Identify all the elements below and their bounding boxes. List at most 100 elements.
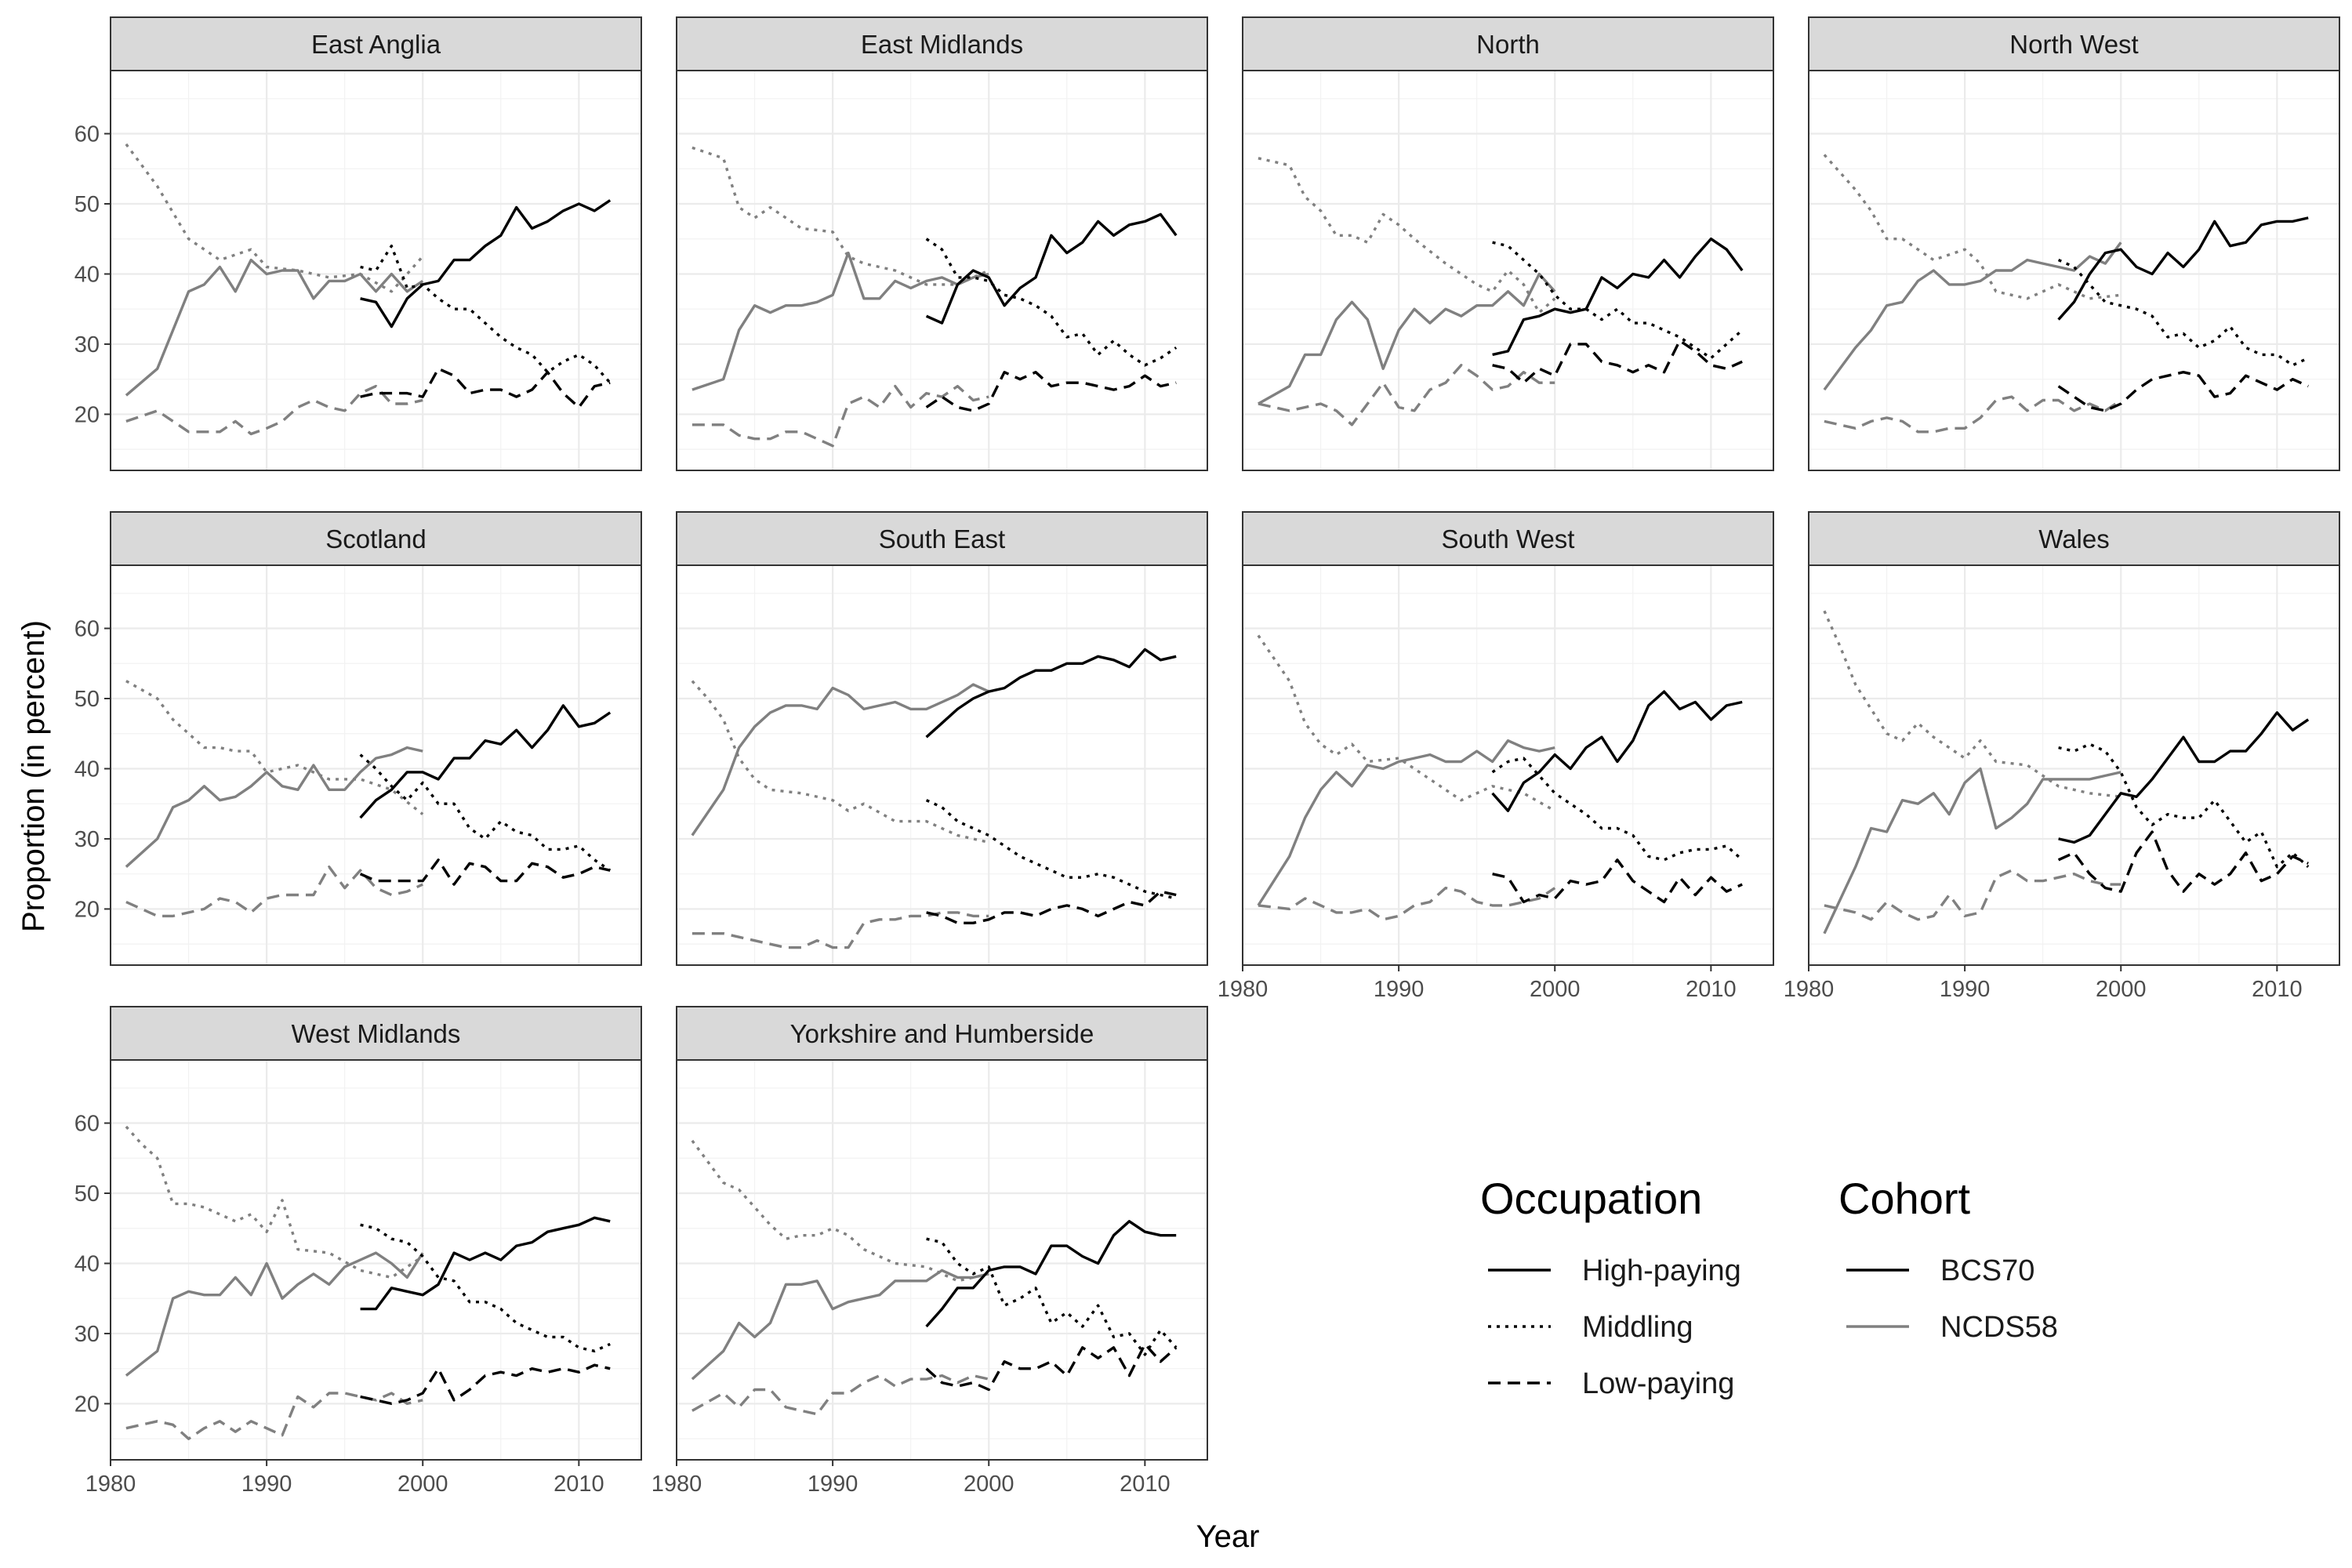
panel-background: [111, 1060, 641, 1460]
y-tick-label: 30: [74, 827, 100, 852]
y-tick-label: 30: [74, 1322, 100, 1347]
panel-yorkshire-and-humberside: Yorkshire and Humberside 1980 1990 2000 2010: [652, 1006, 1208, 1497]
series-line-ncds58-low-paying: [1824, 395, 2122, 434]
y-tick-label: 40: [74, 262, 100, 287]
panel-border: [1808, 564, 2340, 966]
facet-title-yorkshire-and-humberside: Yorkshire and Humberside: [790, 1019, 1094, 1048]
facet-title-north-west: North West: [2009, 30, 2138, 59]
facet-title-west-midlands: West Midlands: [292, 1019, 461, 1048]
series-line-bcs70-high-paying: [360, 1216, 611, 1311]
panel-east-midlands: East Midlands: [675, 16, 1208, 471]
facet-title-east-anglia: East Anglia: [311, 30, 441, 59]
series-line-bcs70-middling: [926, 1237, 1178, 1356]
series-line-bcs70-low-paying: [359, 858, 611, 886]
series-line-bcs70-high-paying: [925, 212, 1178, 325]
series-line-bcs70-high-paying: [1491, 690, 1743, 812]
panel-border: [110, 70, 642, 471]
y-tick-label: 20: [74, 402, 100, 427]
x-tick-label: 1980: [85, 1472, 136, 1497]
facet-strip-north-west: [1808, 16, 2340, 71]
panel-border: [110, 564, 642, 966]
facet-title-south-east: South East: [879, 524, 1005, 554]
x-tick-label: 2010: [2252, 977, 2303, 1002]
panel-background: [677, 565, 1207, 965]
series-line-bcs70-low-paying: [926, 890, 1177, 925]
series-line-ncds58-high-paying: [1823, 241, 2122, 391]
series-line-ncds58-high-paying: [125, 258, 424, 397]
legend-group-cohort: Cohort BCS70 NCDS58: [1838, 1174, 2058, 1344]
series-line-ncds58-middling: [125, 143, 424, 293]
series-line-bcs70-high-paying: [925, 648, 1177, 739]
series-line-ncds58-middling: [1823, 154, 2122, 300]
panel-background: [111, 71, 641, 470]
x-tick-label: 2000: [2096, 977, 2147, 1002]
series-line-bcs70-middling: [1491, 757, 1744, 862]
series-line-ncds58-middling: [1823, 610, 2122, 798]
x-tick-label: 2000: [397, 1472, 448, 1497]
x-tick-label: 1980: [652, 1472, 702, 1497]
x-axis-title: Year: [1196, 1519, 1260, 1554]
y-tick-label: 60: [74, 617, 100, 642]
series-line-bcs70-middling: [2058, 742, 2310, 869]
facet-title-scotland: Scotland: [325, 524, 426, 554]
series-line-bcs70-low-paying: [360, 1363, 611, 1406]
panel-border: [1242, 564, 1774, 966]
x-tick-label: 1980: [1218, 977, 1269, 1002]
panel-border: [110, 1059, 642, 1461]
panel-border: [676, 70, 1208, 471]
panel-south-east: South East: [675, 511, 1208, 966]
x-tick-label: 1990: [1374, 977, 1425, 1002]
series-line-ncds58-low-paying: [1824, 869, 2122, 921]
series-line-bcs70-low-paying: [2057, 830, 2309, 893]
legend-title-cohort: Cohort: [1838, 1174, 1971, 1223]
legend-label-high-paying: High-paying: [1582, 1254, 1741, 1287]
facet-strip-west-midlands: [110, 1006, 642, 1061]
panel-wales: Wales 1980 1990 2000 2010: [1784, 511, 2340, 1002]
series-line-ncds58-low-paying: [691, 384, 989, 448]
series-line-ncds58-high-paying: [691, 1269, 989, 1381]
y-axis-title: Proportion (in percent): [16, 620, 51, 932]
series-line-ncds58-middling: [1257, 634, 1556, 812]
y-tick-label: 50: [74, 687, 100, 712]
series-line-ncds58-low-paying: [691, 911, 989, 949]
series-line-ncds58-low-paying: [125, 865, 423, 918]
facet-strip-scotland: [110, 511, 642, 566]
y-tick-label: 60: [74, 122, 100, 147]
y-tick-label: 20: [74, 897, 100, 922]
x-tick-label: 2000: [964, 1472, 1014, 1497]
panel-background: [1243, 71, 1773, 470]
series-line-ncds58-low-paying: [1258, 886, 1556, 921]
legend-title-occupation: Occupation: [1480, 1174, 1702, 1223]
y-tick-label: 50: [74, 1181, 100, 1207]
x-tick-label: 2010: [1120, 1472, 1171, 1497]
series-line-bcs70-low-paying: [1492, 858, 1743, 904]
x-tick-label: 1990: [1940, 977, 1991, 1002]
x-tick-label: 2010: [554, 1472, 604, 1497]
series-line-ncds58-middling: [691, 680, 989, 844]
y-tick-label: 40: [74, 1251, 100, 1276]
panel-south-west: South West 1980 1990 2000 2010: [1218, 511, 1774, 1002]
panel-background: [677, 1060, 1207, 1460]
facet-title-south-west: South West: [1442, 524, 1575, 554]
legend-group-occupation: Occupation High-paying Middling Low-paying: [1480, 1174, 1741, 1400]
legend-label-middling: Middling: [1582, 1311, 1693, 1344]
series-line-ncds58-high-paying: [1257, 739, 1555, 906]
series-line-ncds58-high-paying: [1258, 272, 1556, 405]
legend: Occupation High-paying Middling Low-paying C…: [1480, 1174, 2058, 1400]
panel-background: [111, 565, 641, 965]
panel-border: [676, 564, 1208, 966]
facet-title-wales: Wales: [2038, 524, 2109, 554]
series-line-bcs70-low-paying: [925, 1342, 1178, 1392]
y-tick-label: 20: [74, 1392, 100, 1417]
y-tick-label: 50: [74, 192, 100, 217]
series-line-bcs70-high-paying: [925, 1220, 1177, 1328]
x-tick-label: 1980: [1784, 977, 1835, 1002]
facet-strip-yorkshire-and-humberside: [676, 1006, 1208, 1061]
x-tick-label: 1990: [241, 1472, 292, 1497]
series-line-bcs70-high-paying: [1492, 238, 1744, 357]
series-line-ncds58-middling: [1258, 157, 1556, 314]
panel-border: [676, 1059, 1208, 1461]
legend-label-ncds58: NCDS58: [1940, 1311, 2058, 1344]
series-line-bcs70-middling: [2057, 259, 2309, 367]
facet-strip-north: [1242, 16, 1774, 71]
